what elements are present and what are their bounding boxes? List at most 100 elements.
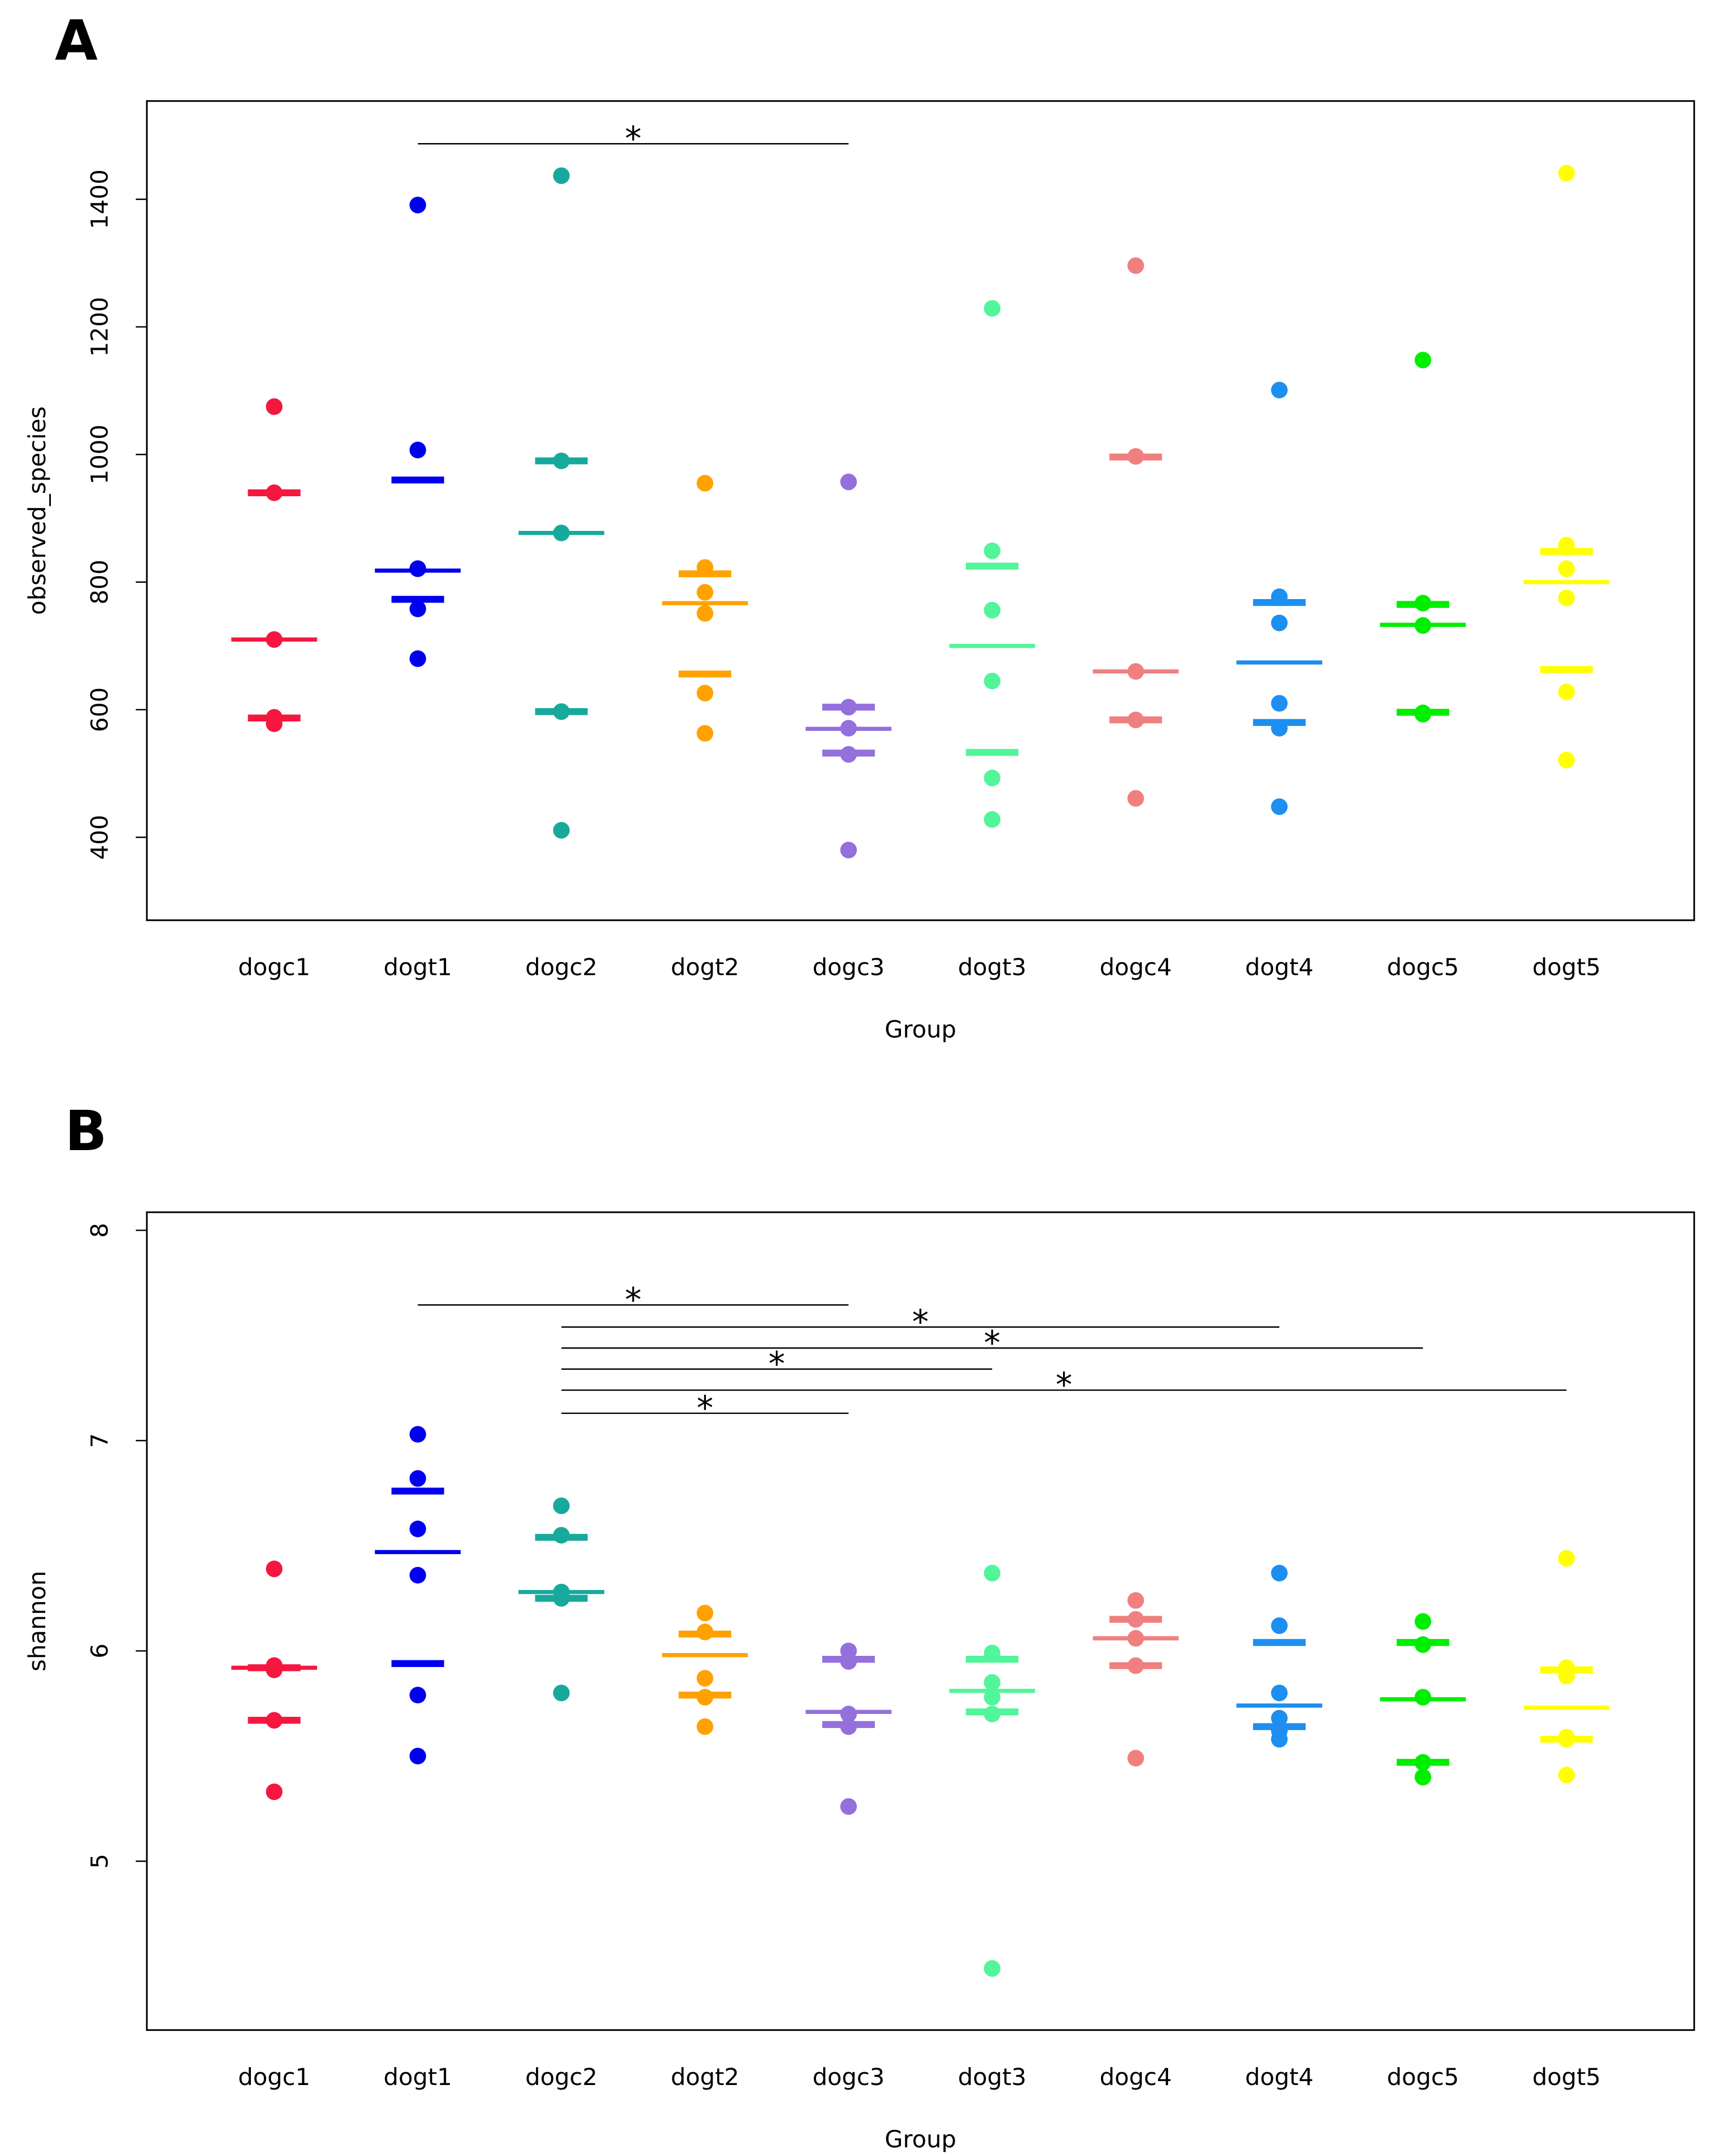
point [265, 1560, 283, 1578]
y-tick-label: 800 [86, 559, 113, 604]
x-tick-label: dogt2 [671, 2063, 739, 2091]
point [1271, 588, 1288, 605]
point [984, 1689, 1001, 1706]
point [1558, 590, 1575, 607]
point [1558, 1668, 1575, 1685]
plot-frame [146, 1211, 1695, 2031]
point [1127, 1657, 1144, 1674]
point [1271, 614, 1288, 631]
x-axis-label: Group [885, 1015, 956, 1043]
point [840, 1718, 857, 1735]
point [1415, 1754, 1431, 1771]
point [1558, 1550, 1575, 1567]
point [553, 452, 570, 469]
point [696, 559, 714, 576]
x-tick-label: dogc3 [813, 2063, 885, 2091]
point [1558, 1731, 1575, 1748]
point [265, 1783, 283, 1801]
point [409, 1566, 426, 1584]
x-tick-label: dogt3 [958, 2063, 1026, 2091]
point [409, 1521, 426, 1537]
significance-label: * [696, 1389, 713, 1428]
point [696, 725, 714, 742]
point [553, 1684, 570, 1702]
point [1558, 536, 1575, 554]
point [1127, 448, 1144, 465]
point [1415, 617, 1431, 634]
x-tick-label: dogt4 [1245, 953, 1313, 981]
point [1271, 1684, 1288, 1702]
point [1415, 1689, 1431, 1706]
y-tick-label: 7 [86, 1433, 113, 1448]
point [840, 473, 857, 491]
plot-frame [146, 100, 1695, 922]
point [696, 584, 714, 601]
x-tick-label: dogt2 [671, 953, 739, 981]
x-tick-label: dogc1 [238, 953, 310, 981]
point [1415, 706, 1431, 723]
point [984, 1645, 1001, 1661]
point [1271, 1731, 1288, 1748]
point [984, 542, 1001, 559]
significance-label: * [625, 120, 642, 158]
point [984, 300, 1001, 317]
y-tick-label: 6 [86, 1644, 113, 1659]
point [1415, 1636, 1431, 1653]
significance-label: * [984, 1324, 1000, 1362]
point [553, 703, 570, 720]
point [1271, 1565, 1288, 1582]
x-tick-label: dogt1 [383, 2063, 452, 2091]
y-tick-label: 600 [86, 687, 113, 732]
point [984, 811, 1001, 828]
point [984, 1674, 1001, 1691]
y-tick-label: 1200 [86, 297, 113, 357]
point [840, 720, 857, 737]
point [409, 1426, 426, 1443]
significance-label: * [769, 1345, 785, 1384]
point [553, 167, 570, 184]
point [409, 1470, 426, 1487]
point [409, 197, 426, 213]
point [409, 441, 426, 459]
x-tick-label: dogt5 [1533, 2063, 1601, 2091]
point [840, 1706, 857, 1722]
point [1127, 1611, 1144, 1628]
point [1415, 1769, 1431, 1785]
point [265, 398, 283, 415]
x-tick-label: dogc5 [1387, 2063, 1459, 2091]
point [1127, 257, 1144, 274]
point [984, 1960, 1001, 1977]
point [984, 601, 1001, 619]
x-tick-label: dogc4 [1100, 953, 1172, 981]
point [840, 1798, 857, 1815]
y-axis-label: observed_species [23, 406, 51, 615]
point [1271, 798, 1288, 815]
point [553, 1497, 570, 1514]
point [696, 1623, 714, 1641]
point [1271, 1617, 1288, 1634]
point [1415, 595, 1431, 612]
point [840, 842, 857, 858]
point [696, 605, 714, 622]
point [1558, 560, 1575, 577]
point [1271, 382, 1288, 398]
y-axis-label: shannon [23, 1571, 51, 1671]
y-tick-label: 1400 [86, 169, 113, 229]
point [1271, 695, 1288, 712]
x-tick-label: dogc1 [238, 2063, 310, 2091]
point [1271, 720, 1288, 737]
point [409, 650, 426, 667]
significance-label: * [1056, 1366, 1073, 1405]
y-tick-label: 5 [86, 1854, 113, 1869]
panel-label: B [65, 1099, 107, 1164]
point [984, 1706, 1001, 1722]
point [265, 631, 283, 648]
point [1558, 1766, 1575, 1784]
x-tick-label: dogt4 [1245, 2063, 1313, 2091]
point [984, 672, 1001, 690]
x-axis-label: Group [885, 2125, 956, 2153]
point [1127, 663, 1144, 680]
point [265, 709, 283, 726]
x-tick-label: dogc2 [525, 2063, 597, 2091]
